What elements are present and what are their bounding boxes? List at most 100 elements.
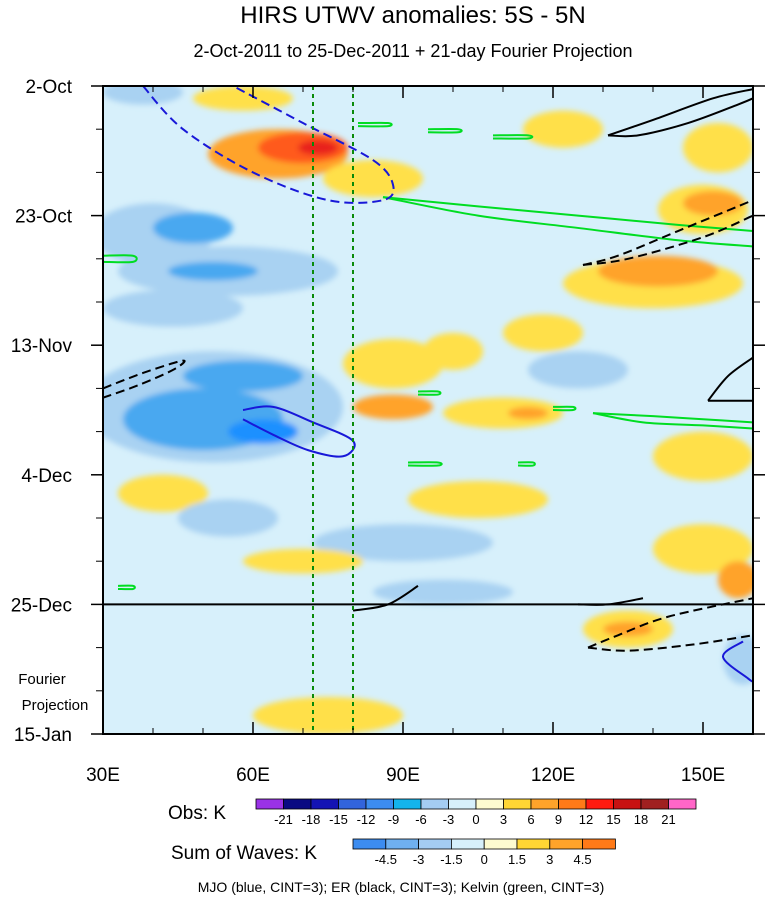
waves-legend-level-0: -4.5 — [375, 852, 397, 867]
obs-legend: -21 -18 -15 -12 -9 -6 -3 0 3 6 9 12 15 18 21 — [255, 798, 697, 827]
anomaly-blob-10 — [103, 289, 243, 327]
anomaly-blob-32 — [313, 524, 493, 562]
kelvin-contour-9 — [407, 461, 443, 467]
anomaly-blob-24 — [683, 123, 753, 173]
er-contour-5 — [707, 356, 753, 402]
obs-legend-level-7: 0 — [472, 812, 479, 827]
anomaly-blob-9 — [168, 261, 258, 281]
x-tick-label-1: 60E — [236, 765, 270, 786]
waves-legend-level-4: 1.5 — [508, 852, 526, 867]
obs-legend-swatch-11 — [558, 798, 587, 810]
waves-legend-level-1: -3 — [413, 852, 425, 867]
anomaly-blob-31 — [178, 499, 278, 537]
obs-legend-swatch-14 — [640, 798, 669, 810]
obs-legend-swatch-3 — [338, 798, 367, 810]
x-tick-label-2: 90E — [386, 765, 420, 786]
kelvin-contour-5 — [357, 121, 393, 128]
axes: 30E 60E 90E 120E 150E 2-Oct 23-Oct 13-Nov 4-Dec 2… — [11, 77, 765, 786]
anomaly-blob-5 — [103, 86, 183, 105]
anomaly-blob-26 — [503, 314, 583, 352]
obs-legend-swatch-6 — [420, 798, 449, 810]
obs-legend-level-14: 21 — [661, 812, 675, 827]
kelvin-contour-11 — [552, 405, 577, 412]
kelvin-contour-6 — [427, 127, 463, 134]
er-contour-1 — [607, 97, 753, 138]
chart-title: HIRS UTWV anomalies: 5S - 5N — [240, 2, 585, 29]
kelvin-contour-7 — [492, 134, 534, 140]
obs-legend-level-2: -15 — [329, 812, 348, 827]
x-tick-label-4: 150E — [681, 765, 725, 786]
obs-legend-swatch-2 — [310, 798, 339, 810]
er-contour-4 — [103, 359, 186, 399]
anomaly-blob-4 — [323, 160, 423, 198]
er-contour-3 — [582, 214, 753, 266]
waves-legend-level-6: 4.5 — [574, 852, 592, 867]
anomaly-blob-19 — [508, 406, 548, 420]
anomaly-blob-36 — [718, 561, 753, 599]
obs-legend-swatch-15 — [668, 798, 697, 810]
obs-legend-level-9: 6 — [527, 812, 534, 827]
fourier-label-line2: Projection — [22, 697, 89, 714]
anomaly-blob-23 — [683, 190, 743, 216]
kelvin-contour-2 — [103, 254, 138, 264]
x-tick-label-3: 120E — [531, 765, 575, 786]
anomaly-blob-39 — [253, 696, 403, 734]
kelvin-contour-0 — [382, 196, 753, 233]
anomaly-blob-40 — [723, 635, 753, 685]
fourier-label-line1: Fourier — [18, 671, 66, 688]
anomaly-blob-21 — [598, 255, 718, 287]
obs-legend-level-1: -18 — [302, 812, 321, 827]
kelvin-contour-1 — [382, 196, 753, 248]
waves-legend-swatch-0 — [352, 838, 387, 850]
obs-legend-level-13: 18 — [634, 812, 648, 827]
anomaly-blob-14 — [183, 360, 303, 392]
obs-legend-level-12: 15 — [606, 812, 620, 827]
waves-legend-swatch-2 — [418, 838, 452, 850]
y-tick-label-5: 15-Jan — [14, 725, 72, 746]
obs-legend-swatch-0 — [255, 798, 284, 810]
obs-legend-swatch-1 — [283, 798, 312, 810]
anomaly-blob-15 — [343, 339, 443, 389]
obs-legend-swatch-5 — [393, 798, 422, 810]
obs-legend-level-4: -9 — [388, 812, 400, 827]
waves-legend-swatch-6 — [549, 838, 583, 850]
obs-legend-level-3: -12 — [357, 812, 376, 827]
y-tick-label-4: 25-Dec — [11, 595, 72, 616]
waves-legend: -4.5 -3 -1.5 0 1.5 3 4.5 — [352, 838, 616, 867]
waves-legend-level-2: -1.5 — [440, 852, 462, 867]
anomaly-blob-13 — [228, 419, 298, 444]
chart-subtitle: 2-Oct-2011 to 25-Dec-2011 + 21-day Fouri… — [193, 41, 632, 61]
waves-legend-swatch-7 — [582, 838, 616, 850]
waves-legend-swatch-3 — [450, 838, 485, 850]
obs-legend-level-0: -21 — [274, 812, 293, 827]
anomaly-blob-35 — [373, 579, 513, 605]
obs-legend-level-11: 12 — [579, 812, 593, 827]
anomaly-blob-7 — [153, 212, 233, 244]
obs-legend-swatch-4 — [365, 798, 394, 810]
y-tick-label-1: 23-Oct — [15, 207, 73, 228]
obs-legend-label: Obs: K — [168, 803, 226, 824]
obs-legend-swatch-12 — [585, 798, 614, 810]
er-contour-0 — [607, 88, 753, 137]
anomaly-blob-33 — [243, 548, 363, 574]
obs-legend-swatch-13 — [613, 798, 642, 810]
kelvin-contour-10 — [517, 461, 536, 467]
anomaly-blob-16 — [423, 332, 483, 370]
obs-legend-swatch-10 — [530, 798, 559, 810]
waves-legend-swatch-1 — [385, 838, 419, 850]
anomaly-blob-3 — [193, 86, 293, 111]
anomaly-blob-34 — [653, 524, 753, 574]
kelvin-contour-4 — [592, 412, 753, 424]
y-tick-label-2: 13-Nov — [11, 336, 73, 357]
obs-legend-swatch-8 — [475, 798, 504, 810]
x-tick-label-0: 30E — [86, 765, 120, 786]
er-contour-10 — [587, 634, 753, 652]
obs-legend-level-6: -3 — [443, 812, 455, 827]
er-contour-9 — [587, 597, 753, 649]
anomaly-blob-27 — [528, 351, 628, 389]
anomaly-blob-2 — [298, 140, 338, 156]
y-tick-label-0: 2-Oct — [26, 77, 73, 98]
anomaly-blob-30 — [118, 474, 208, 512]
obs-legend-level-5: -6 — [415, 812, 427, 827]
